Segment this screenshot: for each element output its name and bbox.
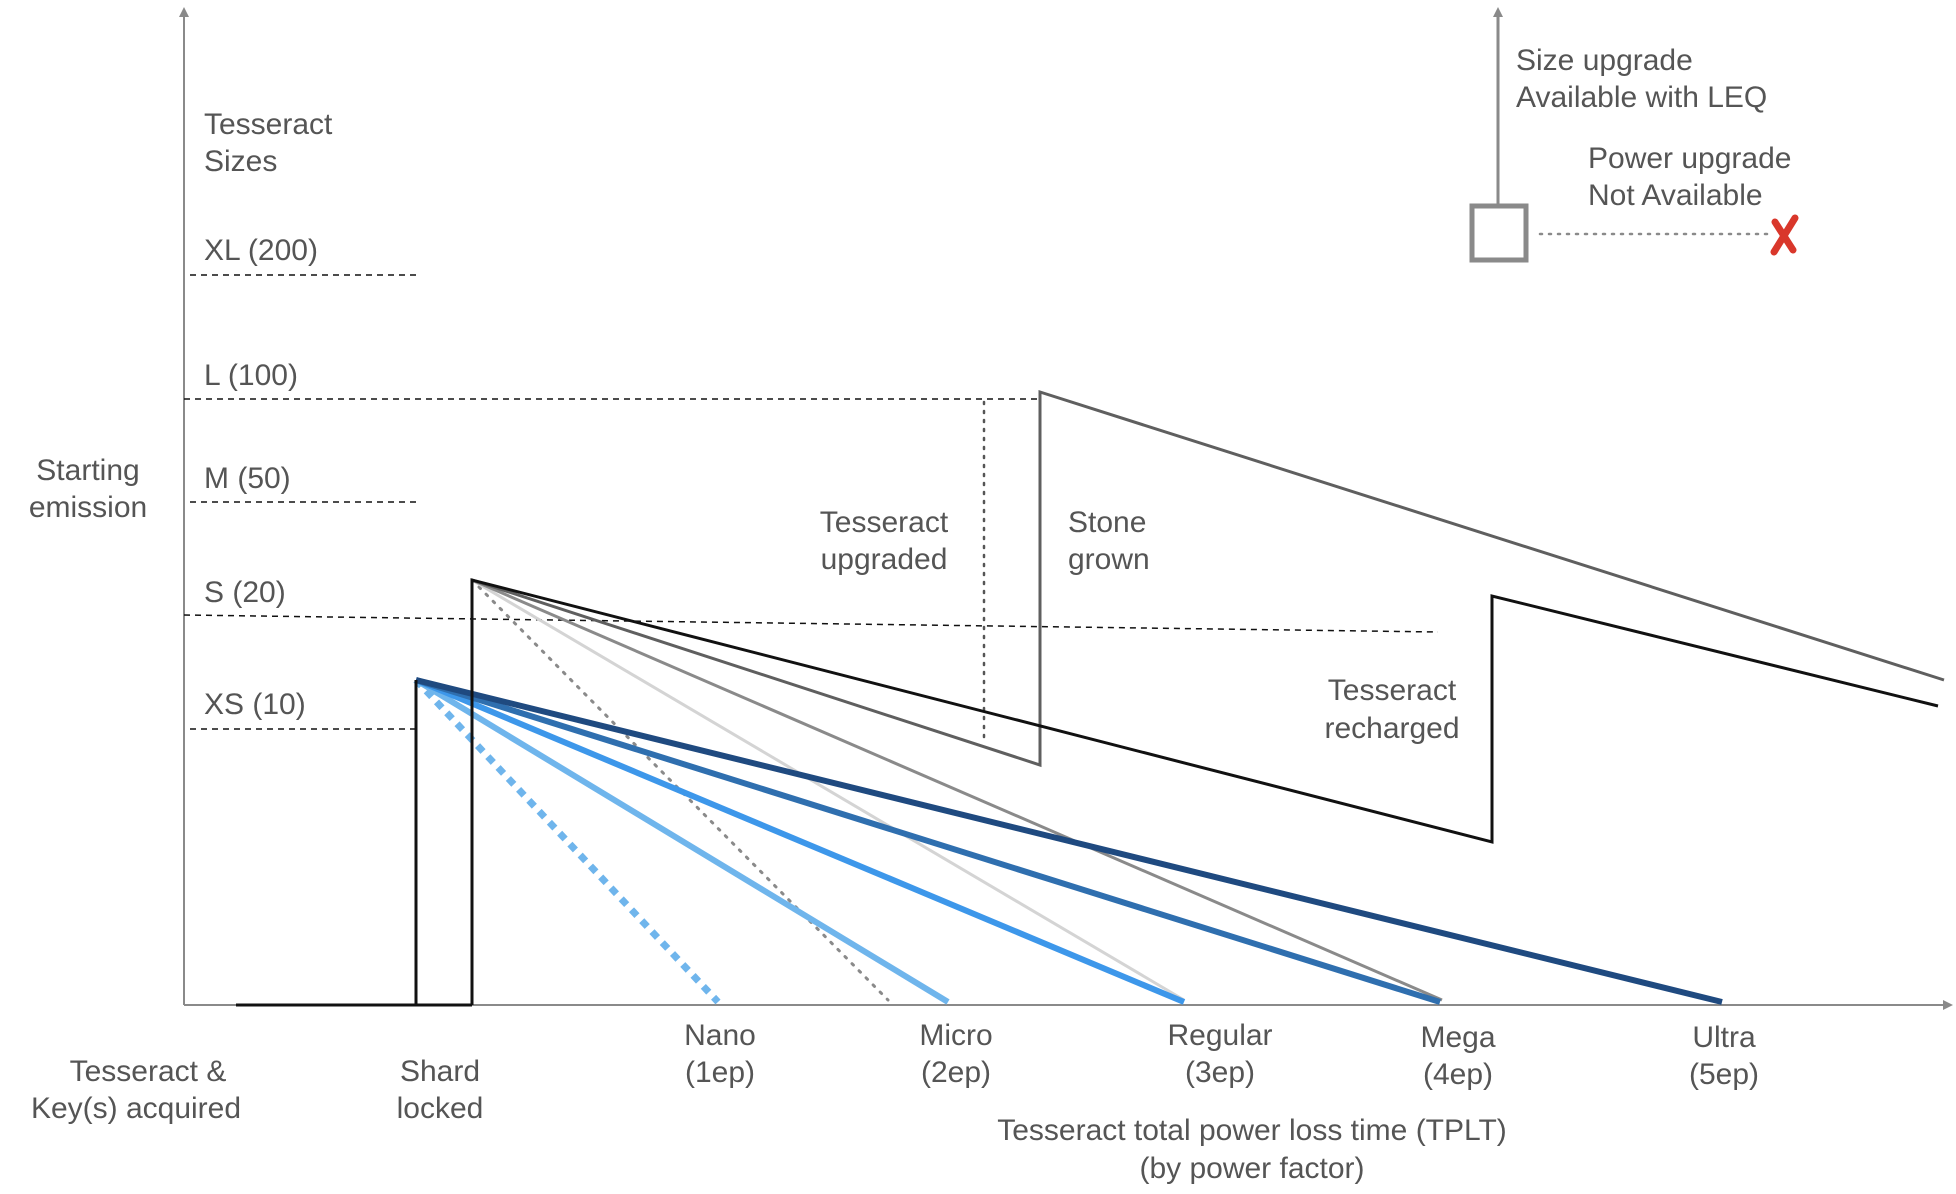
factor-mega-name: Mega <box>1420 1021 1495 1054</box>
size-reference-lines <box>183 274 1439 730</box>
size-label-s: S (20) <box>204 576 286 609</box>
y-axis-title-line2: emission <box>29 491 147 524</box>
ultra-dark-blue-decay <box>415 677 1723 1005</box>
factor-micro-ep: (2ep) <box>921 1056 991 1089</box>
tesseract-box-icon <box>1469 203 1529 263</box>
factor-regular-name: Regular <box>1167 1019 1272 1052</box>
y-axis-labels: Starting emission Tesseract Sizes XL (20… <box>29 108 333 721</box>
regular-light-gray-decay <box>471 578 1185 1002</box>
sizes-heading-line1: Tesseract <box>204 108 333 141</box>
recharged-label-line2: recharged <box>1324 712 1459 745</box>
nano-blue-dotted-decay <box>413 677 721 1005</box>
nano-gray-dotted-decay <box>470 578 890 1002</box>
factor-mega-ep: (4ep) <box>1423 1058 1493 1091</box>
mega-mid-blue-decay <box>415 677 1441 1005</box>
x-axis-title-line1: Tesseract total power loss time (TPLT) <box>997 1114 1507 1147</box>
stage-acquired-line2: Key(s) acquired <box>31 1092 241 1125</box>
x-axis-title-line2: (by power factor) <box>1139 1152 1364 1185</box>
y-axis-title-line1: Starting <box>36 454 139 487</box>
sizes-heading-line2: Sizes <box>204 145 277 178</box>
stage-locked-line2: locked <box>397 1092 484 1125</box>
power-upgrade-label-line2: Not Available <box>1588 179 1763 212</box>
upgraded-label-line2: upgraded <box>821 543 948 576</box>
upgraded-emission-path <box>471 389 1945 768</box>
s-decay-lines <box>470 578 1443 1002</box>
stage-acquired-line1: Tesseract & <box>70 1055 227 1088</box>
size-label-m: M (50) <box>204 462 291 495</box>
stone-label-line1: Stone <box>1068 506 1146 539</box>
recharged-label-line1: Tesseract <box>1328 674 1457 707</box>
factor-ultra-ep: (5ep) <box>1689 1058 1759 1091</box>
mega-gray-decay <box>471 578 1443 1002</box>
size-label-xs: XS (10) <box>204 688 306 721</box>
stone-label-line2: grown <box>1068 543 1150 576</box>
factor-ultra-name: Ultra <box>1692 1021 1756 1054</box>
factor-nano-ep: (1ep) <box>685 1056 755 1089</box>
x-axis-labels: Tesseract & Key(s) acquired Shard locked… <box>31 1019 1759 1185</box>
factor-regular-ep: (3ep) <box>1185 1056 1255 1089</box>
size-label-xl: XL (200) <box>204 234 318 267</box>
size-label-l: L (100) <box>204 359 298 392</box>
legend: Size upgrade Available with LEQ Power up… <box>1469 7 1799 263</box>
micro-light-blue-decay <box>414 677 950 1005</box>
upgraded-label-line1: Tesseract <box>820 506 949 539</box>
xs-decay-lines <box>413 677 1723 1005</box>
size-upgrade-label-line1: Size upgrade <box>1516 44 1693 77</box>
annotations: Tesseract upgraded Stone grown Tesseract… <box>820 506 1460 745</box>
acquired-baseline-path <box>236 680 472 1007</box>
cross-icon <box>1770 214 1799 256</box>
recharged-emission-path <box>470 578 1939 1005</box>
size-upgrade-label-line2: Available with LEQ <box>1516 81 1767 114</box>
stage-locked-line1: Shard <box>400 1055 480 1088</box>
factor-micro-name: Micro <box>919 1019 992 1052</box>
s-dash-line <box>183 614 1439 633</box>
power-upgrade-label-line1: Power upgrade <box>1588 142 1791 175</box>
factor-nano-name: Nano <box>684 1019 756 1052</box>
axes <box>179 7 1953 1010</box>
regular-blue-decay <box>414 677 1186 1005</box>
